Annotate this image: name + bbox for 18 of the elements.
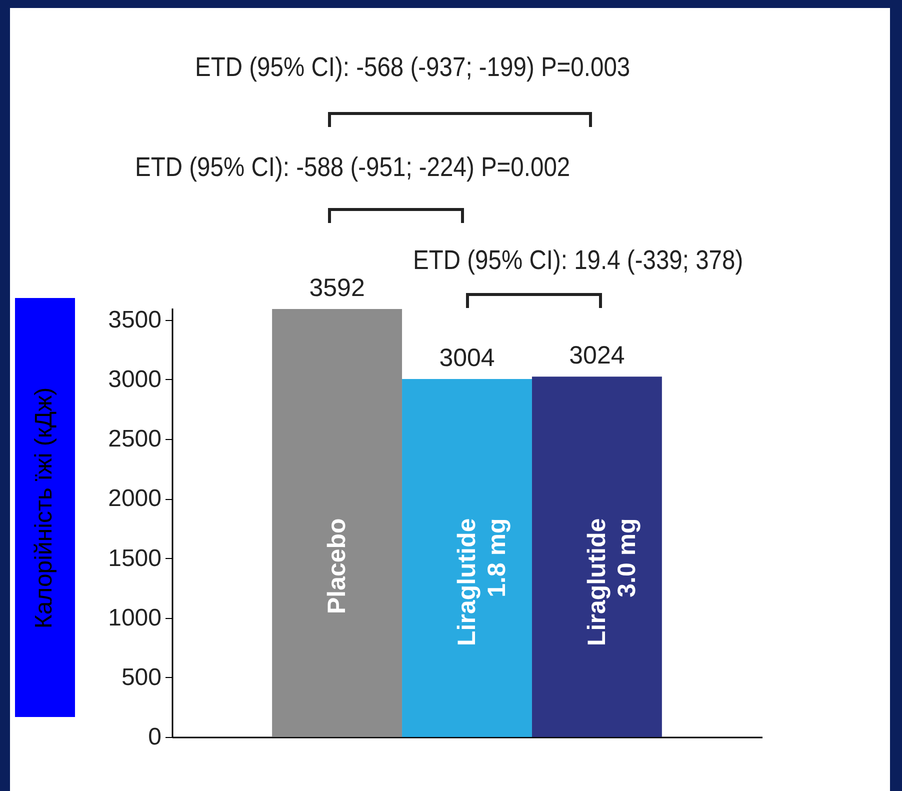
y-tick-label: 1500 (108, 544, 162, 572)
data-label: 3592 (309, 274, 365, 302)
y-tick-label: 500 (121, 664, 162, 691)
x-tick-label: Placebo (323, 518, 352, 614)
data-label: 3024 (569, 342, 625, 370)
y-tick-label: 3000 (108, 366, 162, 393)
y-axis-title: Калорійність їжі (кДж) (31, 386, 59, 628)
y-tick-label: 0 (148, 724, 162, 750)
y-tick-label: 1000 (108, 604, 162, 632)
text: ETD (95% CI): -568 (-937; -199) P=0.003 (195, 52, 630, 83)
text: ETD (95% CI): 19.4 (-339; 378) (413, 245, 744, 276)
text: ETD (95% CI): -588 (-951; -224) P=0.002 (135, 152, 570, 183)
y-tick-label: 2000 (108, 485, 162, 512)
x-tick-label: Liraglutide 3.0 mg (582, 518, 641, 646)
data-label: 3004 (439, 344, 495, 372)
y-tick-label: 2500 (108, 426, 162, 453)
y-tick-label: 3500 (108, 306, 162, 334)
x-tick-label: Liraglutide 1.8 mg (453, 518, 511, 646)
